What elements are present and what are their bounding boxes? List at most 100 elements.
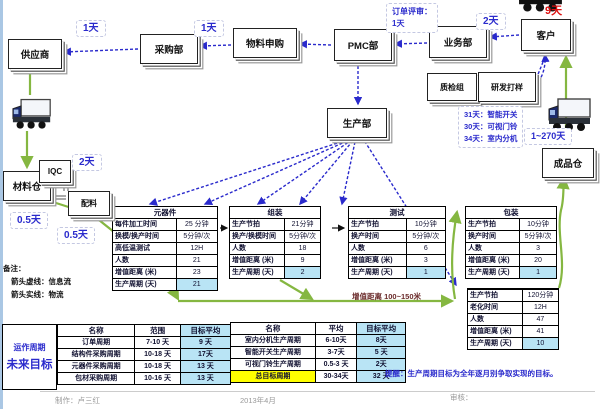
table-cell: 5分钟/次	[519, 230, 557, 243]
table-cell: 3	[519, 242, 557, 255]
node-rd-sampling: 研发打样	[478, 72, 536, 102]
table-cell: 10分钟	[405, 218, 447, 231]
table-cell: 25 分钟	[175, 218, 219, 231]
table-cell: 高低温测试	[112, 242, 177, 255]
node-label: 业务部	[429, 26, 487, 58]
table-cell: 目标平均	[356, 322, 406, 335]
table-cell: 21	[175, 254, 219, 267]
footer-divider	[40, 391, 595, 392]
node-iqc: IQC	[39, 160, 71, 183]
table-row: 元器件采购周期 10-18 天 13 天	[56, 360, 232, 373]
node-label: 采购部	[140, 34, 198, 64]
table-cell: 13 天	[179, 372, 232, 385]
table-row: 换产时间 5分钟/次	[348, 230, 447, 243]
table-row: 人数 3	[464, 242, 557, 255]
table-cell: 6-10天	[314, 334, 358, 347]
table-cell: 41	[521, 325, 560, 338]
table-cell: 21分钟	[284, 218, 321, 231]
left-edge-line	[0, 0, 3, 409]
table-cell: 20	[519, 254, 557, 267]
reminder-note: 提醒：生产周期目标为全年逐月别争取实现的目标。	[385, 369, 558, 378]
node-label: 研发打样	[478, 72, 536, 102]
table-cell: 范围	[134, 324, 181, 337]
table-cell: 5分钟/次	[405, 230, 447, 243]
lead-time-label: 2天	[476, 13, 506, 30]
table-cell: 2天	[356, 358, 406, 371]
node-finished-warehouse: 成品仓	[542, 148, 594, 178]
lead-time-label: 0.5天	[57, 227, 95, 244]
node-label: 物料申购	[233, 28, 297, 58]
table-row: 增值距离 (米) 9	[228, 254, 321, 267]
node-supplier: 供应商	[8, 39, 62, 69]
process-table-aging: 生产节拍 120分钟 老化时间 12H 人数 47 增值距离 (米) 41 生产周期 (天) 10	[467, 288, 560, 350]
footer-review: 审核：	[450, 393, 473, 402]
table-cell: 换模/换产时间	[112, 230, 177, 243]
table-cell: 5 天	[356, 346, 406, 359]
table-cell: 3	[405, 254, 447, 267]
table-row: 高低温测试 12H	[112, 242, 219, 255]
table-cell: 生产周期 (天)	[112, 278, 177, 291]
node-pmc: PMC部	[334, 29, 392, 61]
node-purchasing: 采购部	[140, 34, 198, 64]
table-cell: 5分钟/次	[175, 230, 219, 243]
table-cell: 17天	[179, 348, 232, 361]
node-label: 客户	[521, 19, 571, 51]
table-cell: 增值距离 (米)	[348, 254, 407, 267]
table-row: 智能开关生产周期 3-7天 5 天	[230, 346, 406, 359]
lead-time-label: 2天	[72, 154, 102, 171]
table-cell: 13 天	[179, 360, 232, 373]
truck-icon	[519, 0, 562, 12]
table-row: 人数 47	[467, 313, 560, 326]
table-cell: 生产周期 (天)	[228, 266, 286, 279]
table-title: 元器件	[112, 206, 218, 219]
table-row: 生产节拍 10分钟	[348, 218, 447, 231]
table-row: 生产节拍 120分钟	[467, 289, 560, 302]
table-row: 每件加工时间 25 分钟	[112, 218, 219, 231]
legend-dashed: 箭头虚线：信息流	[11, 277, 71, 286]
note-line: 30天：可视门铃	[464, 122, 518, 131]
table-cell: 人数	[112, 254, 177, 267]
table-cell: 7-10 天	[134, 336, 181, 349]
truck-icon	[12, 98, 51, 129]
process-table-packaging: 包装 生产节拍 10分钟 换产时间 5分钟/次 人数 3 增值距离 (米) 20 生产周期 (天)…	[464, 206, 557, 279]
table-row: 生产周期 (天) 1	[348, 266, 447, 279]
node-material-request: 物料申购	[233, 28, 297, 58]
table-cell: 包材采购周期	[56, 372, 136, 385]
note-line: 31天：智能开关	[464, 110, 518, 119]
process-table-test: 测试 生产节拍 10分钟 换产时间 5分钟/次 人数 6 增值距离 (米) 3 生产周期 (天) 1	[348, 206, 447, 279]
table-row: 室内分机生产周期 6-10天 8天	[230, 334, 406, 347]
table-cell: 5分钟/次	[284, 230, 321, 243]
table-cell: 47	[521, 313, 560, 326]
table-title: 包装	[465, 206, 557, 219]
shipping-time-label: 1~270天	[524, 128, 573, 145]
table-cell: 订单周期	[56, 336, 136, 349]
table-cell: 增值距离 (米)	[464, 254, 521, 267]
table-title: 组装	[229, 206, 321, 219]
table-row: 生产周期 (天) 21	[112, 278, 219, 291]
legend: 备注： 箭头虚线：信息流 箭头实线：物流	[3, 262, 71, 301]
node-label: 供应商	[8, 39, 62, 69]
table-row: 人数 21	[112, 254, 219, 267]
note-line: 34天：室内分机	[464, 134, 518, 143]
table-cell: 每件加工时间	[112, 218, 177, 231]
table-cell: 12H	[175, 242, 219, 255]
lead-time-label: 1天	[76, 20, 106, 37]
table-row: 换产时间 5分钟/次	[464, 230, 557, 243]
footer-date: 2013年4月	[240, 396, 276, 405]
table-cell: 6	[405, 242, 447, 255]
future-goal-line2: 未来目标	[6, 359, 53, 371]
customer-lead-time: 9天	[545, 5, 563, 17]
table-cell: 平均	[314, 322, 358, 335]
table-row: 换模/换产时间 5分钟/次	[112, 230, 219, 243]
table-row: 生产周期 (天) 1	[464, 266, 557, 279]
table-cell: 元器件采购周期	[56, 360, 136, 373]
table-cell: 换产时间	[348, 230, 407, 243]
table-row: 增值距离 (米) 20	[464, 254, 557, 267]
table-cell: 总目标周期	[230, 370, 316, 383]
table-cell: 18	[284, 242, 321, 255]
table-cell: 可视门铃生产周期	[230, 358, 316, 371]
legend-solid: 箭头实线：物流	[11, 290, 64, 299]
table-cell: 生产周期 (天)	[467, 337, 523, 350]
